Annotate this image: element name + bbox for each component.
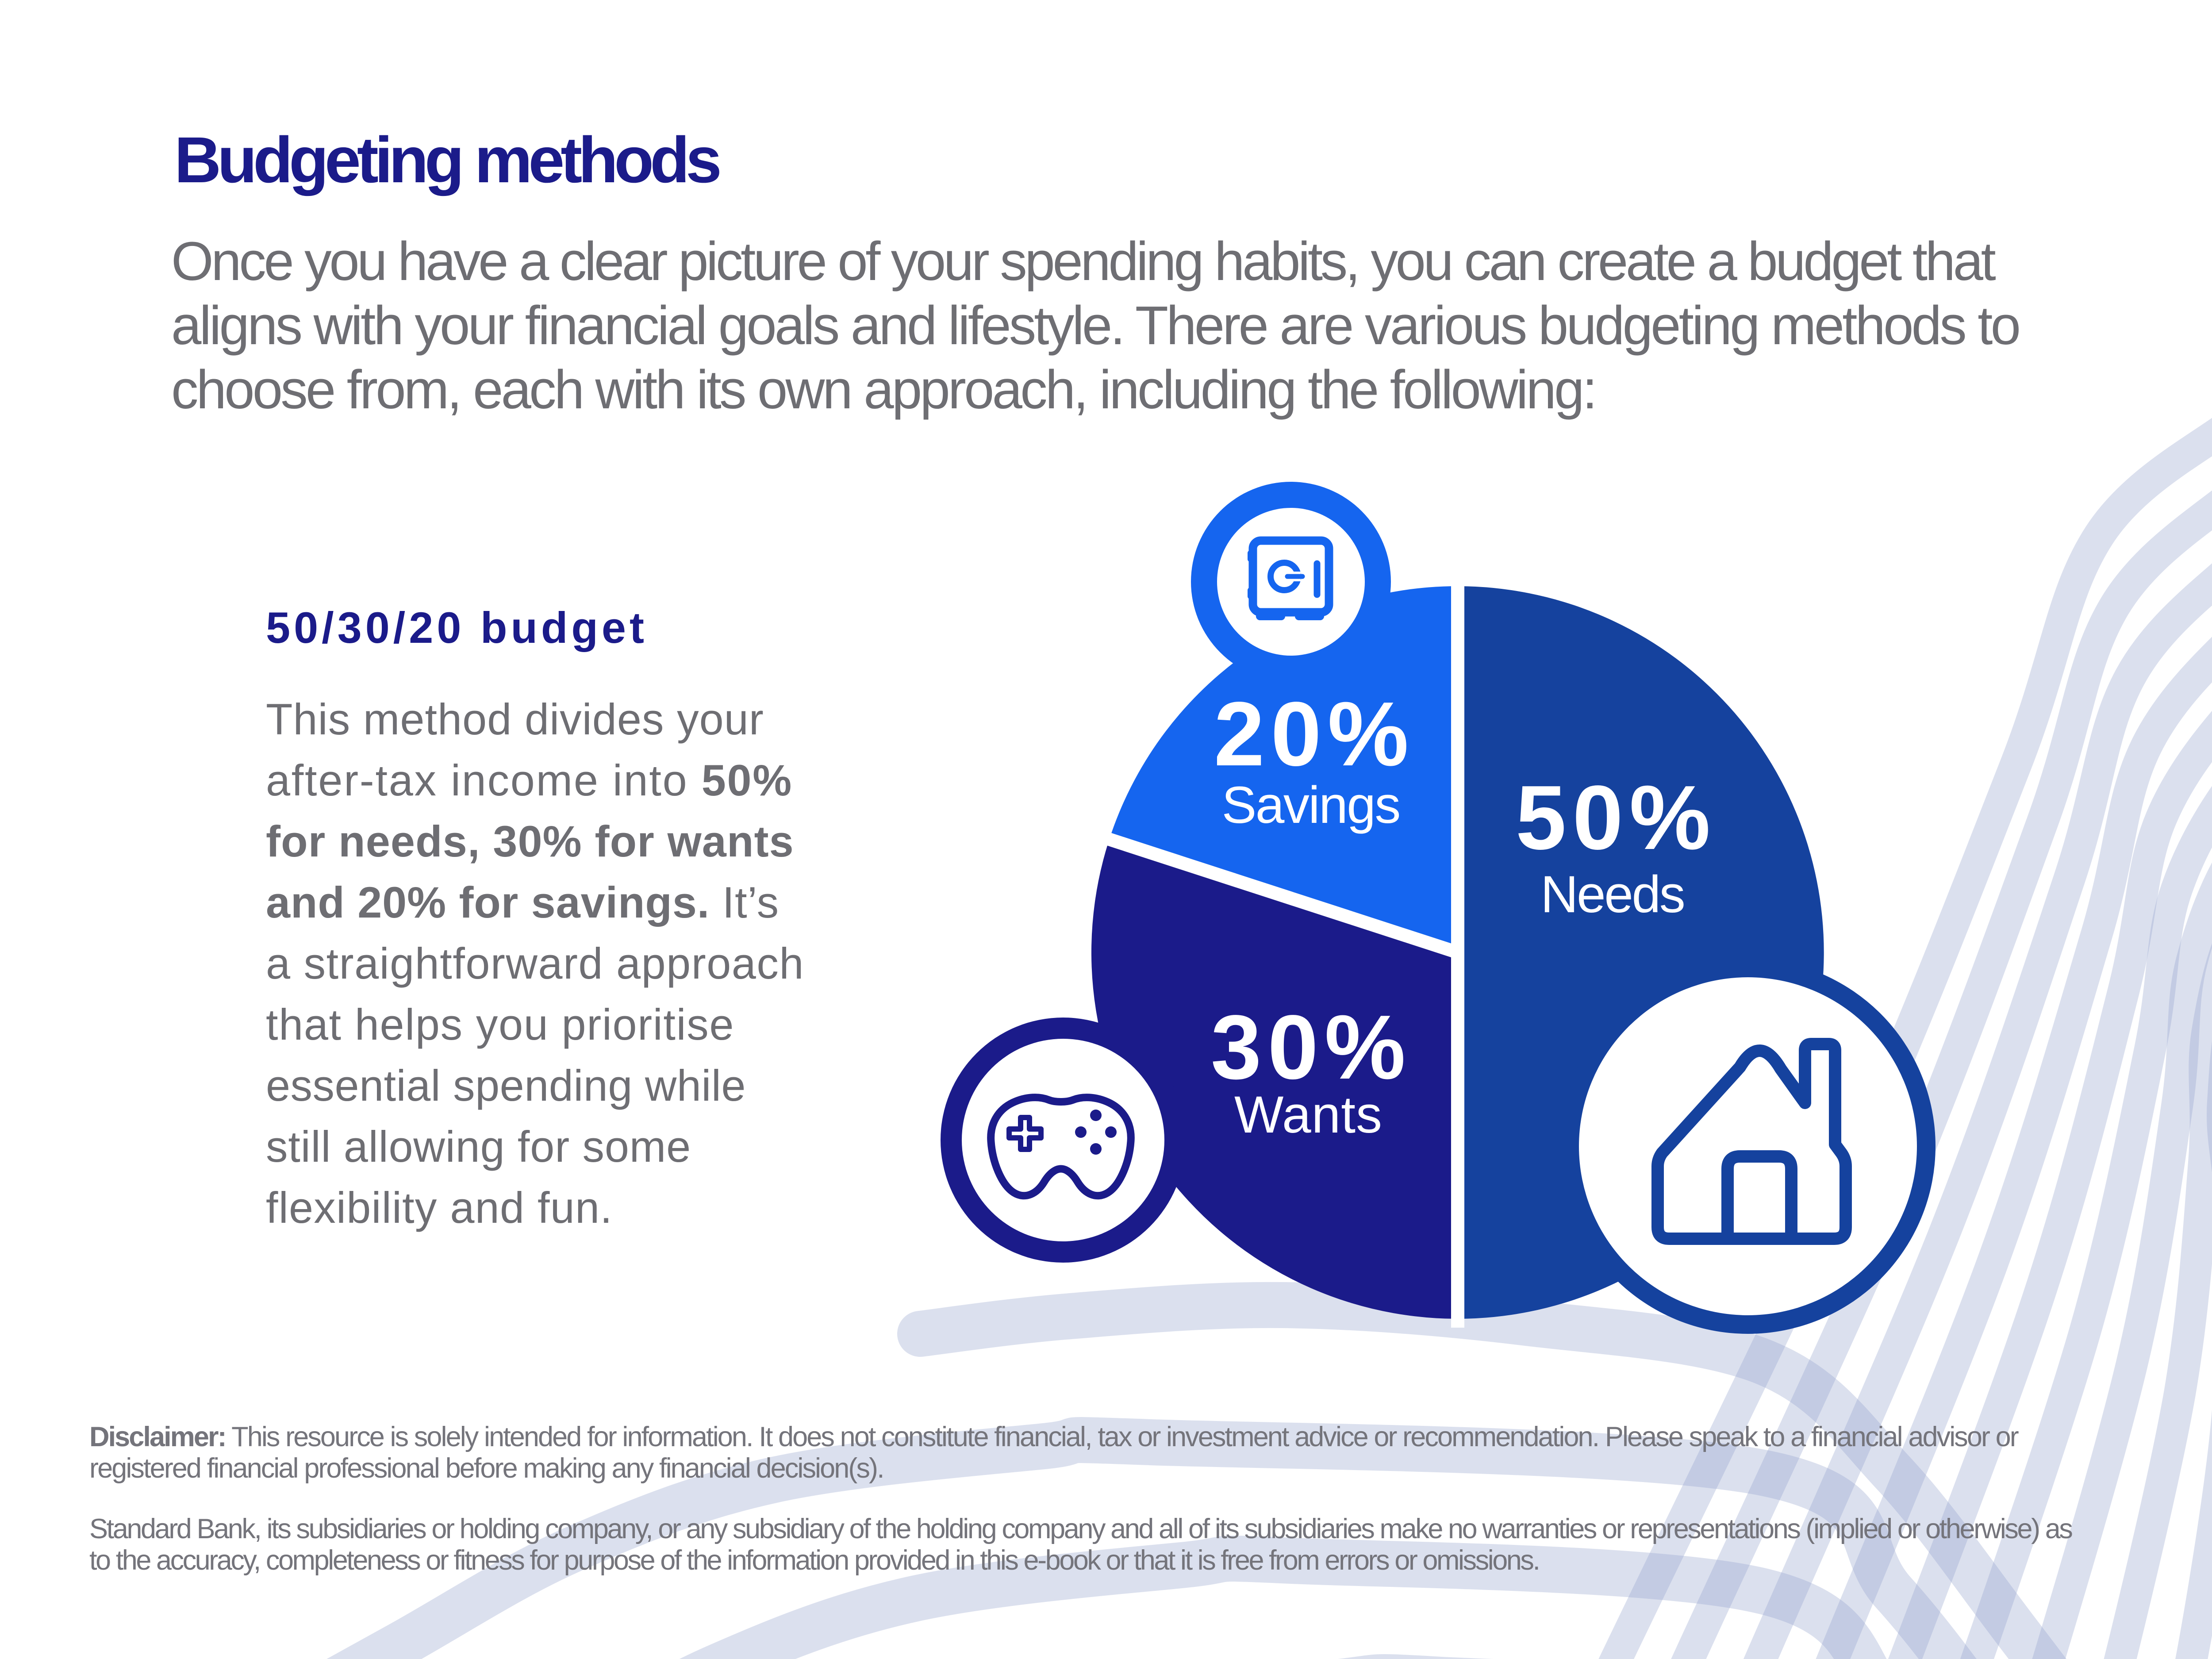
svg-text:20%: 20% bbox=[1214, 683, 1415, 785]
svg-text:Savings: Savings bbox=[1222, 776, 1400, 834]
svg-text:50%: 50% bbox=[1516, 767, 1717, 868]
svg-text:Wants: Wants bbox=[1234, 1086, 1382, 1144]
svg-text:Needs: Needs bbox=[1540, 865, 1684, 924]
svg-text:30%: 30% bbox=[1211, 996, 1412, 1098]
